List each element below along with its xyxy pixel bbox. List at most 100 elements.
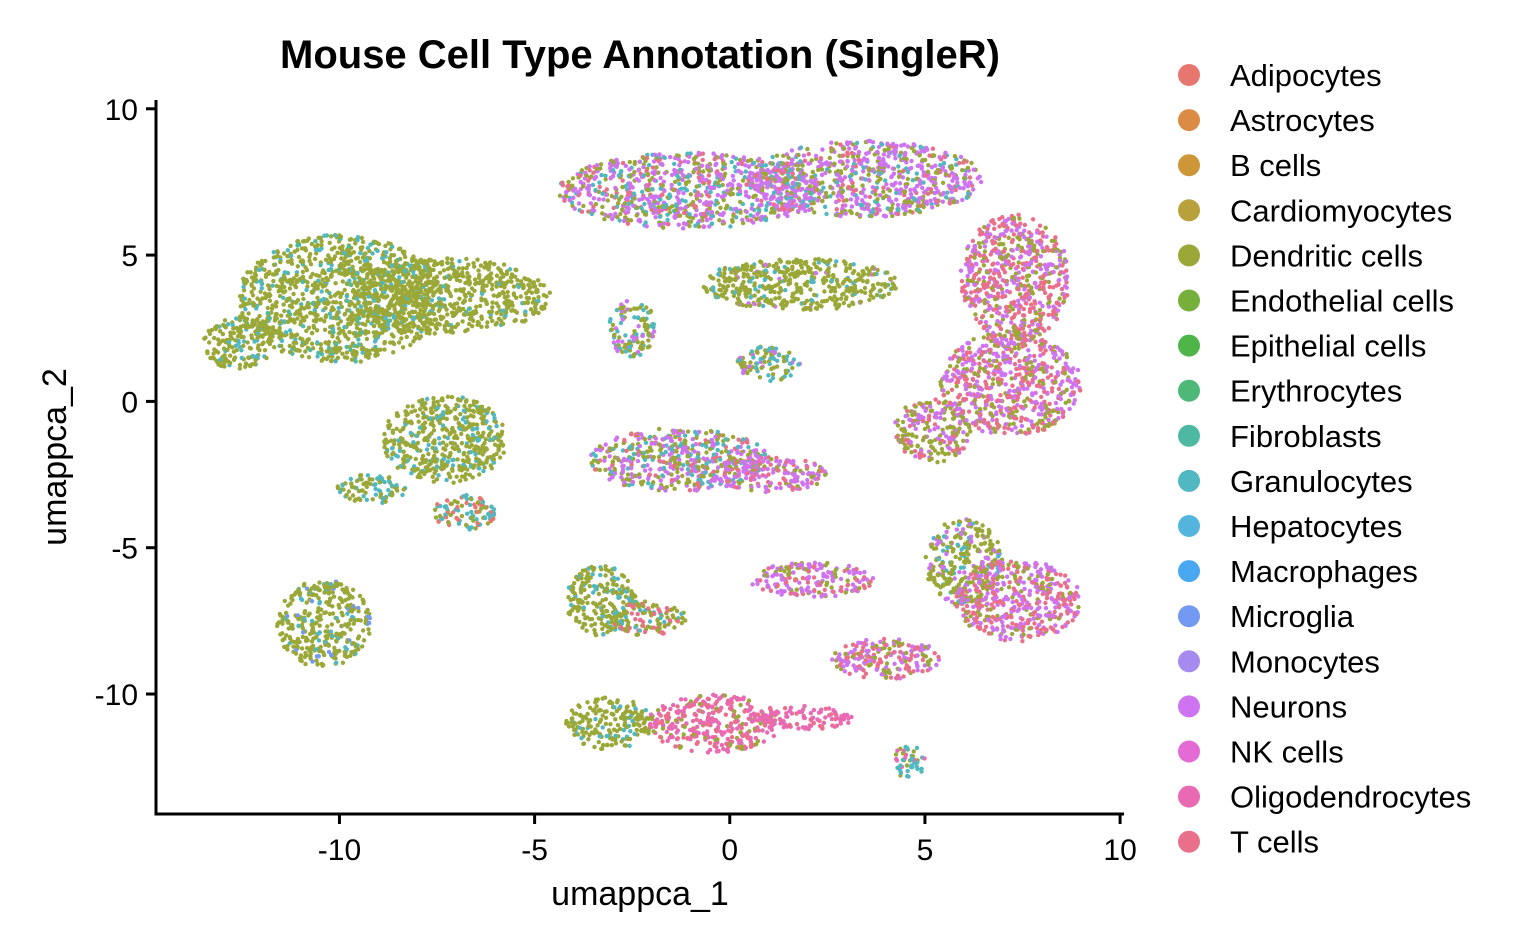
point-dendritic-cells (479, 433, 484, 439)
point-dendritic-cells (323, 283, 328, 288)
point-dendritic-cells (433, 317, 438, 322)
point-neurons (884, 182, 889, 187)
point-neurons (809, 180, 815, 185)
point-granulocytes (271, 250, 276, 255)
point-granulocytes (600, 191, 605, 196)
point-dendritic-cells (452, 301, 457, 307)
point-granulocytes (270, 283, 275, 288)
point-granulocytes (391, 315, 397, 320)
point-granulocytes (847, 174, 853, 179)
point-dendritic-cells (288, 601, 293, 606)
point-dendritic-cells (492, 261, 497, 267)
point-granulocytes (279, 338, 285, 343)
point-dendritic-cells (431, 403, 437, 408)
point-dendritic-cells (345, 281, 350, 287)
point-granulocytes (762, 277, 767, 283)
point-dendritic-cells (509, 272, 515, 277)
point-granulocytes (708, 189, 713, 195)
point-dendritic-cells (474, 456, 479, 461)
point-dendritic-cells (369, 270, 375, 276)
point-dendritic-cells (780, 302, 785, 307)
point-dendritic-cells (359, 247, 364, 252)
point-dendritic-cells (271, 278, 276, 284)
point-neurons (806, 161, 811, 166)
point-dendritic-cells (724, 153, 729, 158)
point-neurons (881, 157, 886, 162)
point-dendritic-cells (355, 308, 361, 313)
point-dendritic-cells (267, 335, 273, 340)
point-dendritic-cells (503, 280, 509, 286)
point-dendritic-cells (925, 169, 931, 174)
point-dendritic-cells (794, 289, 799, 294)
point-dendritic-cells (312, 256, 318, 262)
point-dendritic-cells (254, 317, 259, 323)
point-dendritic-cells (271, 262, 277, 267)
point-dendritic-cells (436, 286, 441, 292)
point-fibroblasts (356, 337, 361, 342)
point-granulocytes (333, 233, 338, 238)
point-neurons (680, 177, 685, 183)
point-dendritic-cells (418, 461, 423, 466)
point-dendritic-cells (422, 258, 427, 264)
point-neurons (876, 155, 882, 160)
point-dendritic-cells (497, 455, 503, 460)
point-dendritic-cells (839, 189, 845, 195)
point-neurons (736, 168, 741, 173)
point-dendritic-cells (438, 290, 444, 295)
point-granulocytes (776, 199, 782, 204)
point-dendritic-cells (324, 288, 330, 293)
point-neurons (837, 159, 843, 164)
point-dendritic-cells (285, 259, 291, 264)
point-dendritic-cells (323, 634, 328, 639)
point-granulocytes (442, 297, 447, 302)
point-dendritic-cells (480, 284, 486, 289)
point-dendritic-cells (796, 269, 801, 274)
point-dendritic-cells (300, 258, 305, 263)
point-dendritic-cells (361, 313, 366, 319)
point-dendritic-cells (635, 205, 640, 210)
point-granulocytes (851, 262, 856, 267)
point-dendritic-cells (231, 326, 236, 331)
point-dendritic-cells (444, 410, 450, 415)
point-dendritic-cells (437, 420, 442, 426)
point-granulocytes (486, 426, 492, 431)
point-dendritic-cells (338, 294, 343, 299)
point-dendritic-cells (222, 358, 227, 363)
point-neurons (804, 180, 809, 186)
point-neurons (683, 205, 688, 210)
point-dendritic-cells (541, 283, 546, 288)
point-granulocytes (444, 506, 449, 511)
point-dendritic-cells (440, 398, 445, 403)
point-neurons (757, 156, 762, 162)
point-dendritic-cells (280, 621, 285, 626)
point-granulocytes (328, 581, 334, 587)
point-dendritic-cells (494, 320, 499, 326)
point-dendritic-cells (406, 271, 411, 277)
point-microglia (309, 599, 315, 604)
point-dendritic-cells (292, 333, 298, 338)
point-dendritic-cells (350, 493, 356, 498)
point-dendritic-cells (465, 279, 470, 285)
point-microglia (366, 614, 371, 619)
point-granulocytes (879, 142, 885, 147)
point-granulocytes (413, 433, 419, 438)
point-dendritic-cells (237, 366, 242, 371)
point-dendritic-cells (837, 284, 842, 289)
point-neurons (785, 191, 790, 197)
point-granulocytes (729, 159, 734, 165)
point-granulocytes (619, 169, 624, 174)
point-dendritic-cells (322, 652, 327, 658)
point-dendritic-cells (262, 267, 267, 272)
point-dendritic-cells (301, 296, 306, 302)
point-granulocytes (333, 359, 338, 364)
point-granulocytes (456, 521, 462, 526)
point-neurons (587, 192, 593, 198)
point-dendritic-cells (354, 256, 359, 261)
point-dendritic-cells (272, 272, 277, 277)
point-adipocytes (475, 521, 480, 526)
point-dendritic-cells (441, 465, 446, 471)
point-dendritic-cells (499, 312, 504, 317)
point-dendritic-cells (454, 416, 460, 421)
point-dendritic-cells (415, 303, 421, 309)
point-dendritic-cells (506, 305, 511, 310)
